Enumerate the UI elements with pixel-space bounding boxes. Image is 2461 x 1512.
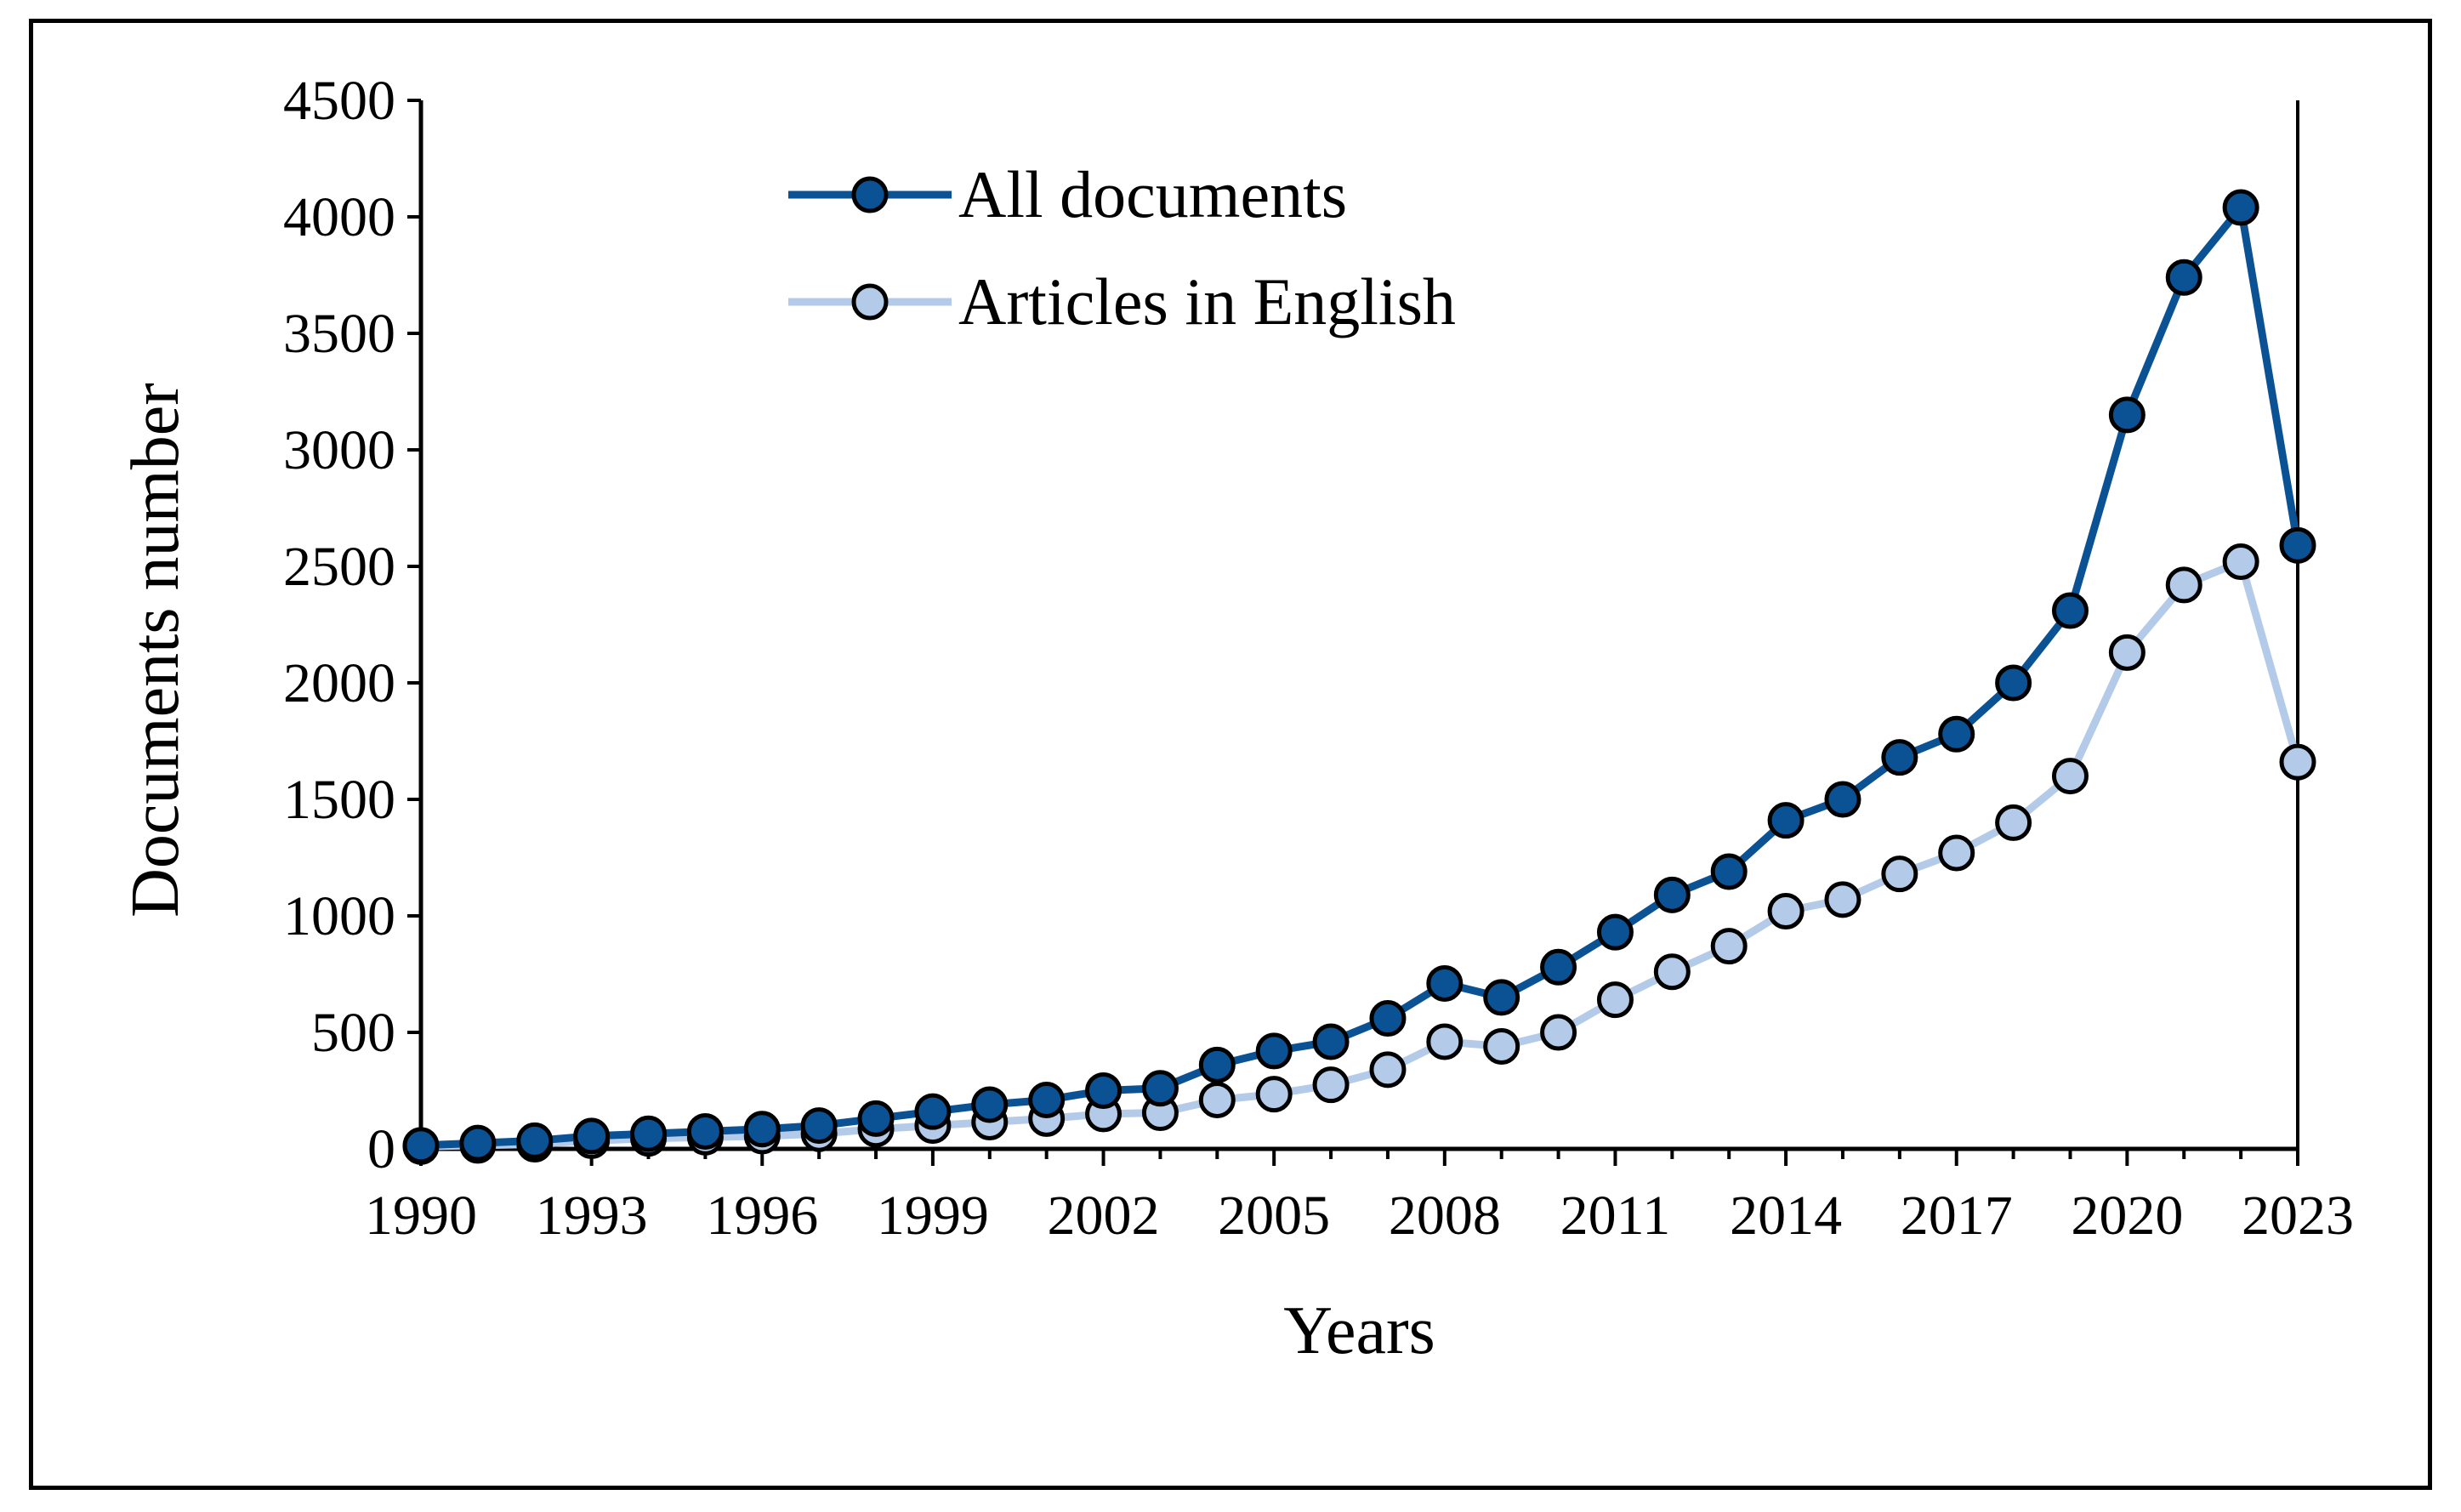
data-point (2222, 189, 2259, 226)
data-point (573, 1117, 611, 1155)
data-point (2165, 566, 2202, 604)
data-point (516, 1122, 554, 1159)
data-point (971, 1086, 1009, 1123)
legend-marker (851, 283, 889, 321)
data-point (1312, 1066, 1350, 1104)
data-point (1369, 1051, 1407, 1089)
y-axis-title: Documents number (118, 383, 193, 918)
data-point (1483, 979, 1520, 1016)
data-point (1369, 1000, 1407, 1037)
y-tick-label: 3000 (283, 419, 395, 481)
x-axis-title: Years (1283, 1293, 1435, 1368)
x-tick-label: 1990 (365, 1185, 477, 1247)
data-point (1198, 1046, 1236, 1083)
data-point (2165, 259, 2202, 296)
data-point (1540, 948, 1577, 986)
data-point (1881, 855, 1918, 893)
data-point (1995, 664, 2032, 702)
data-point (1653, 953, 1691, 991)
data-point (1198, 1081, 1236, 1118)
data-point (1028, 1081, 1066, 1118)
legend-label: Articles in English (958, 264, 1456, 338)
data-point (743, 1111, 781, 1148)
series-line (420, 203, 2302, 1150)
line-chart: 0 500 1000 1500 2000 2500 3000 3500 4000 4500 199… (118, 70, 2354, 1368)
data-point (1767, 893, 1805, 930)
x-tick-label: 2005 (1218, 1185, 1330, 1247)
y-axis-ticks: 0 500 1000 1500 2000 2500 3000 3500 4000 4500 (283, 70, 421, 1180)
data-point (914, 1093, 952, 1130)
data-point (857, 1100, 895, 1137)
y-tick-label: 1000 (283, 885, 395, 947)
legend-marker (851, 176, 889, 213)
data-point (1255, 1076, 1293, 1113)
series-all-documents (402, 189, 2316, 1164)
y-tick-label: 0 (367, 1118, 395, 1180)
data-point (1483, 1027, 1520, 1065)
data-point (402, 1127, 440, 1164)
data-point (800, 1107, 838, 1145)
series-line (420, 558, 2302, 1151)
data-point (1255, 1032, 1293, 1070)
data-point (2222, 543, 2259, 581)
data-point (1710, 928, 1748, 965)
y-tick-label: 4000 (283, 186, 395, 248)
series-layer (402, 189, 2316, 1165)
data-point (2051, 592, 2089, 629)
y-tick-label: 4500 (283, 70, 395, 132)
y-tick-label: 2500 (283, 536, 395, 598)
legend-item: Articles in English (788, 264, 1456, 338)
data-point (1710, 853, 1748, 890)
data-point (2108, 396, 2146, 434)
x-tick-label: 2011 (1560, 1185, 1671, 1247)
x-tick-label: 2014 (1730, 1185, 1842, 1247)
chart-frame: 0 500 1000 1500 2000 2500 3000 3500 4000 4500 199… (29, 19, 2432, 1490)
x-tick-label: 1993 (536, 1185, 648, 1247)
data-point (459, 1124, 497, 1162)
series-articles-in-english (402, 543, 2316, 1165)
data-point (1596, 913, 1634, 951)
legend-label: All documents (958, 157, 1347, 231)
data-point (686, 1112, 724, 1150)
legend: All documents Articles in English (788, 157, 1456, 338)
data-point (1540, 1014, 1577, 1051)
x-tick-label: 2023 (2242, 1185, 2354, 1247)
data-point (1938, 715, 1975, 753)
y-tick-label: 500 (311, 1002, 395, 1064)
data-point (1596, 981, 1634, 1019)
data-point (1653, 876, 1691, 913)
y-tick-label: 2000 (283, 652, 395, 714)
x-tick-label: 2008 (1389, 1185, 1501, 1247)
x-tick-label: 1999 (877, 1185, 989, 1247)
y-tick-label: 1500 (283, 769, 395, 831)
legend-item: All documents (788, 157, 1347, 231)
x-axis-ticks: 1990 1993 1996 1999 2002 2005 2008 2011 2014 2017… (365, 1149, 2354, 1247)
data-point (1426, 964, 1464, 1002)
data-point (1938, 834, 1975, 872)
data-point (1881, 739, 1918, 776)
data-point (630, 1115, 668, 1152)
data-point (2108, 634, 2146, 671)
data-point (1085, 1072, 1123, 1109)
x-tick-label: 2020 (2071, 1185, 2183, 1247)
x-tick-label: 2002 (1048, 1185, 1160, 1247)
data-point (1141, 1070, 1179, 1107)
data-point (1426, 1023, 1464, 1060)
data-point (1995, 804, 2032, 841)
data-point (1824, 881, 1861, 918)
data-point (1767, 802, 1805, 839)
data-point (2051, 758, 2089, 795)
data-point (1312, 1023, 1350, 1060)
data-point (2279, 526, 2316, 564)
y-tick-label: 3500 (283, 303, 395, 365)
x-tick-label: 1996 (706, 1185, 818, 1247)
axes (418, 100, 2299, 1151)
data-point (2279, 743, 2316, 781)
data-point (1824, 781, 1861, 818)
x-tick-label: 2017 (1901, 1185, 2013, 1247)
